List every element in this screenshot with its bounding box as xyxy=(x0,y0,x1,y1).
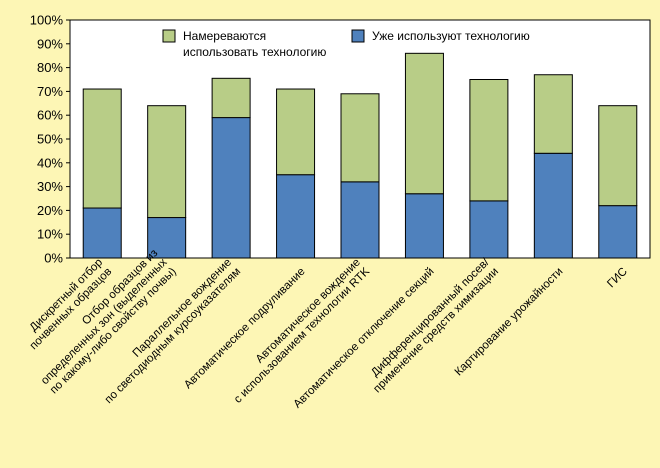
bar-segment-series-1-cat-7 xyxy=(533,74,573,154)
bars xyxy=(82,52,638,259)
bar-segment-series-1-cat-0 xyxy=(82,88,122,209)
legend-label: использовать технологию xyxy=(183,45,326,59)
y-tick-label: 60% xyxy=(37,108,63,123)
bar-segment-series-1-cat-8 xyxy=(598,105,638,207)
y-tick-label: 70% xyxy=(37,84,63,99)
bar-segment-series-0-cat-8 xyxy=(598,205,638,259)
bar-segment-series-1-cat-4 xyxy=(340,93,380,183)
y-tick-label: 0% xyxy=(44,251,63,266)
x-tick-label: с использованием технологии RTK xyxy=(232,265,372,405)
y-tick-label: 30% xyxy=(37,179,63,194)
x-tick-label: применение средств химизации xyxy=(371,266,501,396)
bar-segment-series-0-cat-6 xyxy=(469,200,509,259)
y-axis: 0% 10% 20% 30% 40% 50% 60% 70% 80% 90% 100% xyxy=(30,13,70,266)
bar-segment-series-0-cat-5 xyxy=(404,193,444,259)
x-tick-label: ГИС xyxy=(605,266,630,291)
bar-segment-series-0-cat-7 xyxy=(533,152,573,259)
y-tick-label: 90% xyxy=(37,36,63,51)
legend-swatch xyxy=(162,29,176,43)
y-tick-label: 20% xyxy=(37,203,63,218)
bar-segment-series-1-cat-2 xyxy=(211,77,251,119)
y-tick-label: 100% xyxy=(30,13,64,28)
bar-segment-series-0-cat-0 xyxy=(82,207,122,259)
y-tick-label: 80% xyxy=(37,60,63,75)
y-tick-label: 10% xyxy=(37,227,63,242)
legend-label: Уже используют технологию xyxy=(372,29,530,43)
y-tick-label: 50% xyxy=(37,132,63,147)
legend-label: Намереваются xyxy=(183,29,266,43)
x-tick-label-group: ГИС xyxy=(605,266,630,291)
bar-segment-series-0-cat-3 xyxy=(276,174,316,259)
bar-segment-series-1-cat-3 xyxy=(276,88,316,176)
legend-swatch xyxy=(351,29,365,43)
bar-segment-series-1-cat-5 xyxy=(404,52,444,195)
bar-segment-series-0-cat-2 xyxy=(211,117,251,259)
bar-segment-series-0-cat-1 xyxy=(147,217,187,259)
y-tick-label: 40% xyxy=(37,155,63,170)
bar-segment-series-0-cat-4 xyxy=(340,181,380,259)
legend: Намереваются использовать технологию Уже и… xyxy=(162,29,530,59)
bar-segment-series-1-cat-6 xyxy=(469,79,509,202)
bar-segment-series-1-cat-1 xyxy=(147,105,187,219)
